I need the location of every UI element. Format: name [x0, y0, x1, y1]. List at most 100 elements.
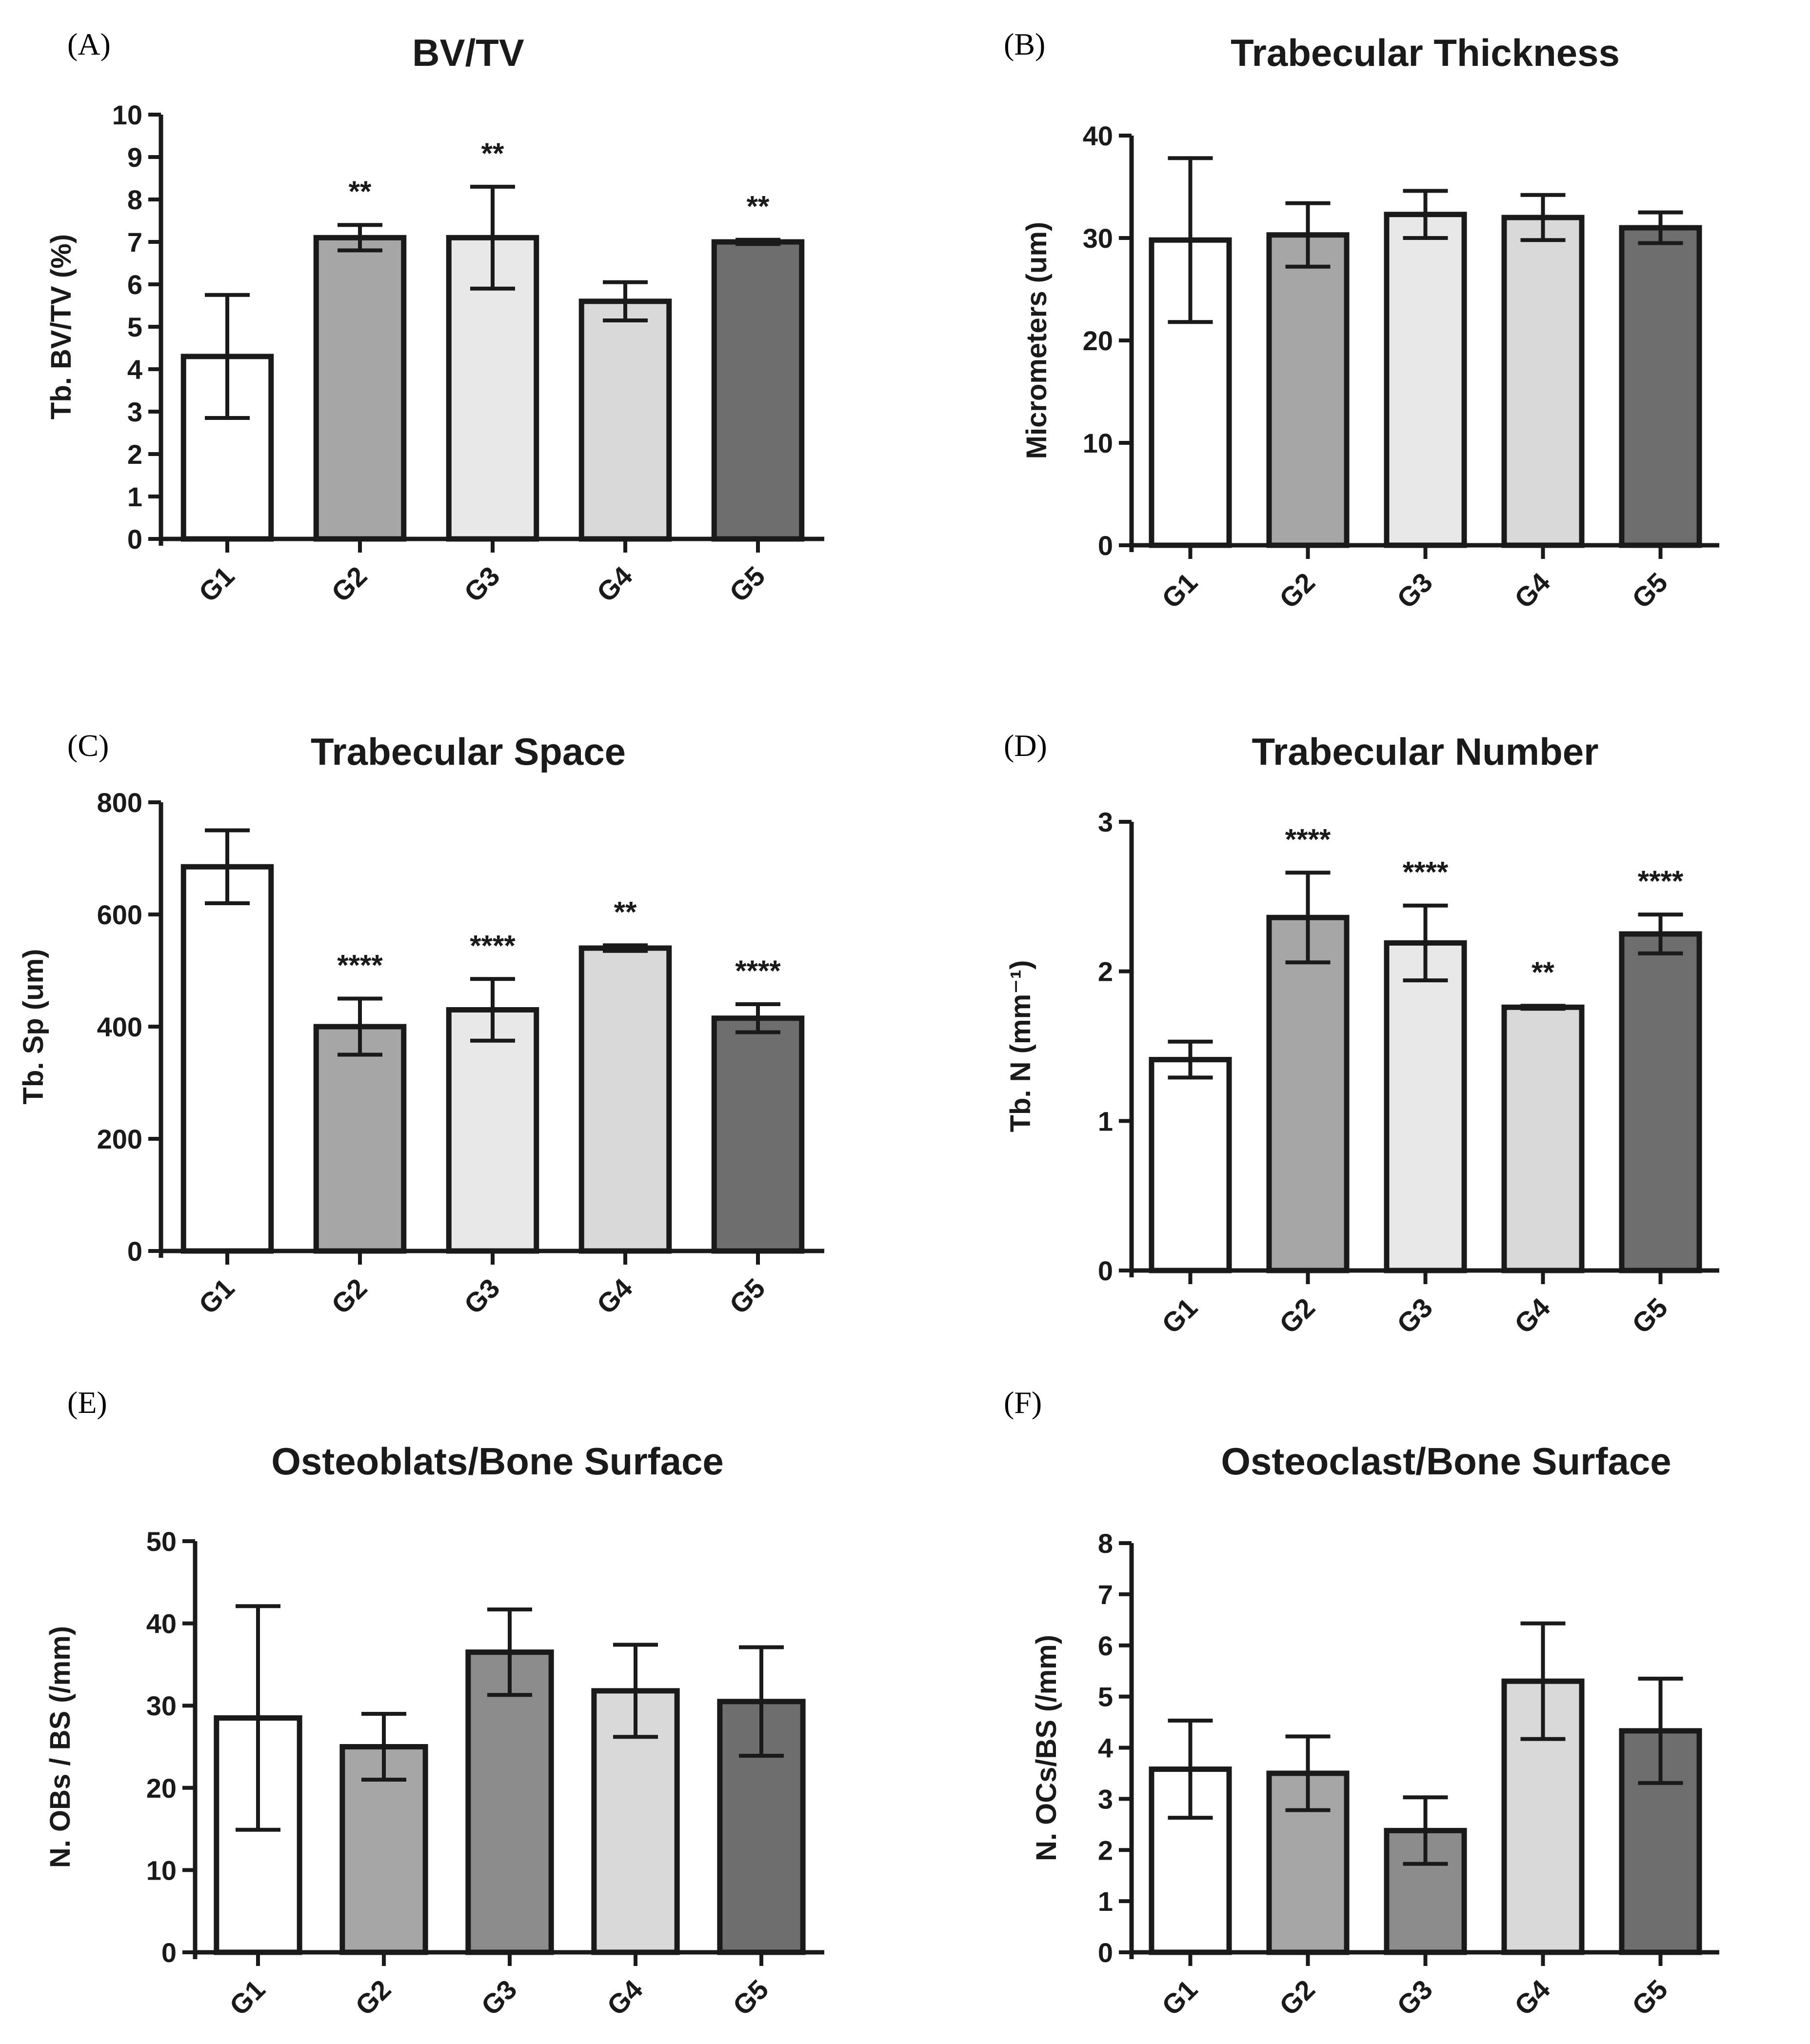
significance-marker: ** — [614, 895, 637, 928]
x-tick-label: G5 — [723, 1272, 771, 1320]
y-tick-label: 8 — [1098, 1528, 1113, 1559]
x-tick-label: G5 — [727, 1974, 774, 2021]
x-tick-label: G1 — [193, 1272, 240, 1320]
chart-title: Osteoclast/Bone Surface — [1221, 1440, 1671, 1483]
panel-label: (C) — [67, 728, 109, 763]
panel-label: (B) — [1004, 27, 1045, 61]
bar — [1619, 225, 1702, 548]
x-tick-label: G3 — [1391, 1292, 1438, 1339]
x-tick-label: G4 — [591, 1272, 638, 1320]
bar — [446, 1007, 539, 1254]
x-tick-label: G5 — [1626, 567, 1673, 614]
bar — [180, 354, 274, 542]
y-tick-label: 30 — [146, 1690, 177, 1721]
bar — [1266, 232, 1350, 548]
y-axis-label: N. OCs/BS (/mm) — [1031, 1635, 1062, 1861]
y-tick-label: 5 — [1098, 1682, 1113, 1712]
x-tick-label: G1 — [223, 1974, 271, 2021]
y-axis-label: Micrometers (um) — [1021, 222, 1053, 459]
y-tick-label: 800 — [97, 787, 142, 818]
y-tick-label: 0 — [1098, 1937, 1113, 1968]
bar — [1384, 1827, 1467, 1955]
y-tick-label: 10 — [112, 99, 142, 130]
x-tick-label: G3 — [475, 1974, 522, 2021]
chart-title: Trabecular Thickness — [1231, 31, 1620, 74]
y-tick-label: 0 — [1098, 1255, 1113, 1286]
x-tick-label: G5 — [1626, 1974, 1673, 2021]
y-tick-label: 4 — [1098, 1733, 1113, 1764]
chart-title: Osteoblats/Bone Surface — [271, 1440, 724, 1483]
bar — [1384, 940, 1467, 1273]
chart-title: Trabecular Space — [311, 730, 626, 773]
y-tick-label: 9 — [127, 142, 142, 173]
bar — [578, 945, 672, 1254]
y-tick-label: 1 — [1098, 1886, 1113, 1917]
y-axis-label: Tb. BV/TV (%) — [45, 234, 77, 419]
y-tick-label: 200 — [97, 1124, 142, 1154]
bar — [313, 1024, 407, 1254]
y-tick-label: 4 — [127, 354, 142, 385]
y-tick-label: 0 — [1098, 530, 1113, 561]
y-tick-label: 5 — [127, 312, 142, 342]
y-tick-label: 20 — [1083, 325, 1113, 356]
x-tick-label: G2 — [349, 1974, 397, 2021]
y-axis-label: Tb. N (mm⁻¹) — [1005, 960, 1036, 1132]
y-tick-label: 600 — [97, 899, 142, 930]
bar — [313, 235, 407, 542]
y-tick-label: 0 — [127, 1236, 142, 1267]
bar — [711, 1015, 805, 1254]
x-tick-label: G2 — [1273, 1292, 1321, 1339]
y-tick-label: 3 — [1098, 1784, 1113, 1814]
x-tick-label: G3 — [458, 1272, 505, 1320]
bar — [1384, 212, 1467, 548]
x-tick-label: G1 — [1156, 1292, 1203, 1339]
y-tick-label: 1 — [1098, 1106, 1113, 1136]
x-tick-label: G5 — [723, 560, 771, 608]
x-tick-label: G4 — [1509, 567, 1556, 614]
y-axis-label: Tb. Sp (um) — [18, 949, 49, 1105]
y-tick-label: 0 — [127, 524, 142, 555]
significance-marker: **** — [1403, 856, 1449, 889]
significance-marker: **** — [337, 949, 383, 982]
significance-marker: **** — [735, 954, 781, 987]
y-tick-label: 7 — [127, 227, 142, 258]
significance-marker: **** — [470, 929, 516, 962]
y-axis-label: N. OBs / BS (/mm) — [44, 1626, 76, 1868]
y-tick-label: 20 — [146, 1773, 177, 1804]
x-tick-label: G1 — [193, 560, 240, 608]
significance-marker: **** — [1638, 865, 1684, 897]
y-tick-label: 8 — [127, 184, 142, 215]
x-tick-label: G2 — [325, 1272, 373, 1320]
y-tick-label: 6 — [1098, 1630, 1113, 1661]
significance-marker: ** — [349, 175, 372, 208]
bar — [1619, 931, 1702, 1273]
x-tick-label: G4 — [1509, 1974, 1556, 2021]
y-tick-label: 2 — [1098, 956, 1113, 987]
bar — [578, 298, 672, 542]
bar — [711, 239, 805, 542]
y-tick-label: 30 — [1083, 223, 1113, 254]
x-tick-label: G3 — [1391, 567, 1438, 614]
bar — [1501, 1004, 1585, 1273]
bar — [180, 864, 274, 1254]
y-tick-label: 2 — [127, 439, 142, 470]
y-tick-label: 2 — [1098, 1835, 1113, 1865]
x-tick-label: G2 — [325, 560, 373, 608]
y-tick-label: 3 — [1098, 807, 1113, 837]
x-tick-label: G1 — [1156, 1974, 1203, 2021]
y-tick-label: 6 — [127, 269, 142, 300]
x-tick-label: G3 — [1391, 1974, 1438, 2021]
y-tick-label: 1 — [127, 481, 142, 512]
y-tick-label: 40 — [146, 1608, 177, 1639]
x-tick-label: G2 — [1273, 567, 1321, 614]
bar — [1149, 1057, 1232, 1273]
significance-marker: ** — [481, 137, 504, 170]
chart-title: BV/TV — [412, 31, 524, 74]
x-tick-label: G3 — [458, 560, 505, 608]
x-tick-label: G4 — [1509, 1292, 1556, 1339]
y-tick-label: 7 — [1098, 1579, 1113, 1610]
panel-label: (D) — [1004, 728, 1047, 763]
bar — [465, 1649, 554, 1955]
panel-label: (F) — [1004, 1385, 1042, 1420]
